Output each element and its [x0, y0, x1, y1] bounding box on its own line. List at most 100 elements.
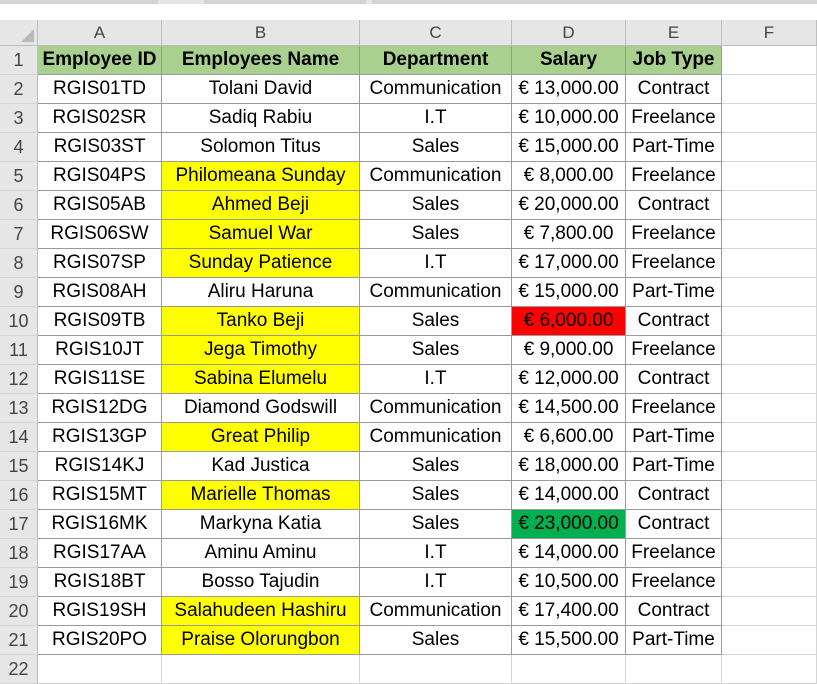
salary-cell[interactable]: € 14,000.00 [512, 539, 626, 568]
empty-cell[interactable] [722, 655, 817, 684]
salary-cell[interactable]: € 9,000.00 [512, 336, 626, 365]
job-type-cell[interactable]: Contract [626, 597, 722, 626]
department-cell[interactable]: Sales [360, 220, 512, 249]
empty-cell[interactable] [722, 626, 817, 655]
header-employees-name[interactable]: Employees Name [162, 46, 360, 75]
employee-id-cell[interactable]: RGIS15MT [38, 481, 162, 510]
empty-cell[interactable] [722, 191, 817, 220]
department-cell[interactable]: Communication [360, 597, 512, 626]
employee-name-cell[interactable]: Markyna Katia [162, 510, 360, 539]
row-header[interactable]: 18 [0, 539, 38, 568]
employee-name-cell[interactable]: Ahmed Beji [162, 191, 360, 220]
job-type-cell[interactable]: Contract [626, 510, 722, 539]
job-type-cell[interactable]: Freelance [626, 336, 722, 365]
employee-id-cell[interactable]: RGIS17AA [38, 539, 162, 568]
column-header-d[interactable]: D [512, 20, 626, 46]
salary-cell[interactable]: € 8,000.00 [512, 162, 626, 191]
empty-cell[interactable] [722, 278, 817, 307]
employee-id-cell[interactable]: RGIS08AH [38, 278, 162, 307]
column-header-c[interactable]: C [360, 20, 512, 46]
row-header[interactable]: 19 [0, 568, 38, 597]
salary-cell[interactable]: € 15,000.00 [512, 133, 626, 162]
employee-name-cell[interactable]: Marielle Thomas [162, 481, 360, 510]
employee-name-cell[interactable]: Praise Olorungbon [162, 626, 360, 655]
employee-id-cell[interactable]: RGIS06SW [38, 220, 162, 249]
employee-id-cell[interactable]: RGIS02SR [38, 104, 162, 133]
department-cell[interactable]: Communication [360, 75, 512, 104]
empty-cell[interactable] [722, 249, 817, 278]
employee-name-cell[interactable]: Sadiq Rabiu [162, 104, 360, 133]
row-header[interactable]: 6 [0, 191, 38, 220]
employee-name-cell[interactable]: Great Philip [162, 423, 360, 452]
job-type-cell[interactable]: Freelance [626, 249, 722, 278]
employee-id-cell[interactable]: RGIS19SH [38, 597, 162, 626]
salary-cell[interactable]: € 23,000.00 [512, 510, 626, 539]
employee-id-cell[interactable]: RGIS18BT [38, 568, 162, 597]
job-type-cell[interactable]: Contract [626, 307, 722, 336]
salary-cell[interactable]: € 6,000.00 [512, 307, 626, 336]
row-header[interactable]: 11 [0, 336, 38, 365]
department-cell[interactable]: Communication [360, 162, 512, 191]
row-header[interactable]: 5 [0, 162, 38, 191]
job-type-cell[interactable]: Contract [626, 191, 722, 220]
row-header[interactable]: 9 [0, 278, 38, 307]
job-type-cell[interactable]: Part-Time [626, 452, 722, 481]
salary-cell[interactable]: € 17,400.00 [512, 597, 626, 626]
row-header[interactable]: 2 [0, 75, 38, 104]
employee-id-cell[interactable]: RGIS01TD [38, 75, 162, 104]
job-type-cell[interactable]: Part-Time [626, 626, 722, 655]
employee-id-cell[interactable]: RGIS14KJ [38, 452, 162, 481]
sheet-tab[interactable] [372, 0, 817, 4]
department-cell[interactable]: I.T [360, 568, 512, 597]
salary-cell[interactable]: € 14,000.00 [512, 481, 626, 510]
job-type-cell[interactable]: Contract [626, 481, 722, 510]
salary-cell[interactable]: € 13,000.00 [512, 75, 626, 104]
employee-name-cell[interactable]: Tolani David [162, 75, 360, 104]
empty-cell[interactable] [722, 133, 817, 162]
employee-id-cell[interactable]: RGIS03ST [38, 133, 162, 162]
department-cell[interactable]: Sales [360, 191, 512, 220]
department-cell[interactable]: Communication [360, 423, 512, 452]
empty-cell[interactable] [722, 394, 817, 423]
employee-id-cell[interactable]: RGIS16MK [38, 510, 162, 539]
salary-cell[interactable]: € 7,800.00 [512, 220, 626, 249]
employee-name-cell[interactable]: Kad Justica [162, 452, 360, 481]
employee-name-cell[interactable]: Jega Timothy [162, 336, 360, 365]
employee-id-cell[interactable]: RGIS10JT [38, 336, 162, 365]
row-header[interactable]: 15 [0, 452, 38, 481]
employee-name-cell[interactable]: Sabina Elumelu [162, 365, 360, 394]
job-type-cell[interactable]: Part-Time [626, 423, 722, 452]
employee-id-cell[interactable]: RGIS04PS [38, 162, 162, 191]
column-header-e[interactable]: E [626, 20, 722, 46]
empty-cell[interactable] [722, 365, 817, 394]
department-cell[interactable]: Sales [360, 626, 512, 655]
employee-id-cell[interactable]: RGIS12DG [38, 394, 162, 423]
empty-cell[interactable] [722, 336, 817, 365]
employee-name-cell[interactable]: Samuel War [162, 220, 360, 249]
department-cell[interactable]: Sales [360, 307, 512, 336]
empty-cell[interactable] [162, 655, 360, 684]
salary-cell[interactable]: € 10,500.00 [512, 568, 626, 597]
department-cell[interactable]: Sales [360, 133, 512, 162]
empty-cell[interactable] [722, 46, 817, 75]
header-salary[interactable]: Salary [512, 46, 626, 75]
employee-name-cell[interactable]: Diamond Godswill [162, 394, 360, 423]
salary-cell[interactable]: € 6,600.00 [512, 423, 626, 452]
employee-name-cell[interactable]: Philomeana Sunday [162, 162, 360, 191]
department-cell[interactable]: Sales [360, 336, 512, 365]
job-type-cell[interactable]: Freelance [626, 104, 722, 133]
job-type-cell[interactable]: Freelance [626, 220, 722, 249]
empty-cell[interactable] [512, 655, 626, 684]
department-cell[interactable]: Sales [360, 452, 512, 481]
empty-cell[interactable] [722, 568, 817, 597]
employee-id-cell[interactable]: RGIS11SE [38, 365, 162, 394]
row-header[interactable]: 16 [0, 481, 38, 510]
employee-name-cell[interactable]: Solomon Titus [162, 133, 360, 162]
department-cell[interactable]: I.T [360, 365, 512, 394]
department-cell[interactable]: Communication [360, 278, 512, 307]
employee-name-cell[interactable]: Sunday Patience [162, 249, 360, 278]
row-header[interactable]: 22 [0, 655, 38, 684]
empty-cell[interactable] [722, 162, 817, 191]
job-type-cell[interactable]: Freelance [626, 394, 722, 423]
row-header[interactable]: 14 [0, 423, 38, 452]
